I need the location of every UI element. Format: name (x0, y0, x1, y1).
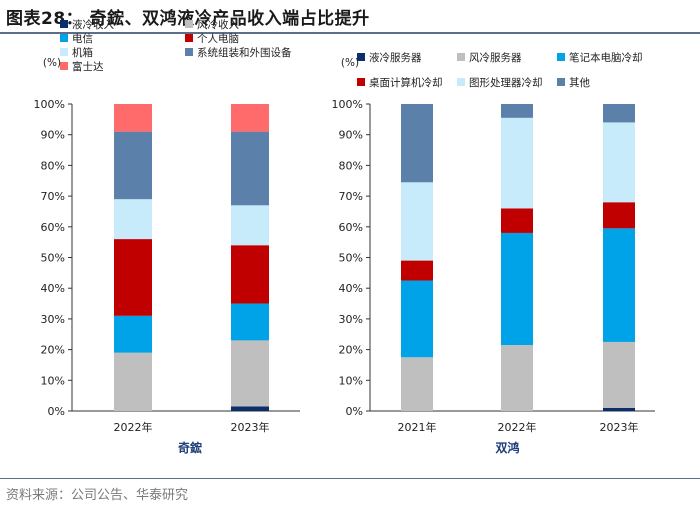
legend-label-0-0: 液冷收入 (72, 18, 114, 31)
legend-swatch-1-2 (557, 53, 565, 61)
legend-swatch-0-0 (60, 20, 68, 28)
bar-segment-0-1-5 (231, 131, 269, 206)
bar-segment-0-1-4 (231, 205, 269, 246)
bar-segment-0-1-1 (231, 340, 269, 407)
legend-label-0-4: 机箱 (72, 46, 93, 59)
legend-swatch-1-5 (557, 78, 565, 86)
y-tick-label-1-9: 90% (339, 129, 363, 142)
legend-label-1-0: 液冷服务器 (369, 51, 422, 64)
y-tick-label-0-3: 30% (41, 313, 65, 326)
legend-swatch-0-6 (60, 62, 68, 70)
source-note: 资料来源：公司公告、华泰研究 (6, 488, 189, 503)
bar-segment-1-2-5 (603, 104, 635, 123)
y-tick-label-1-7: 70% (339, 190, 363, 203)
bar-segment-1-2-1 (603, 341, 635, 408)
legend-label-1-1: 风冷服务器 (469, 51, 522, 64)
legend-label-0-3: 个人电脑 (197, 32, 239, 45)
y-tick-label-0-8: 80% (41, 159, 65, 172)
legend-swatch-1-1 (457, 53, 465, 61)
company-label-1: 双鸿 (495, 440, 519, 455)
bar-segment-0-1-2 (231, 303, 269, 341)
company-label-0: 奇鋐 (178, 440, 202, 455)
legend-swatch-0-3 (185, 34, 193, 42)
y-tick-label-0-5: 50% (41, 252, 65, 265)
y-tick-label-0-9: 90% (41, 129, 65, 142)
y-tick-label-0-0: 0% (48, 405, 65, 418)
bar-segment-0-0-4 (114, 199, 152, 240)
legend-label-1-3: 桌面计算机冷却 (369, 76, 443, 89)
figure-title: 图表28： 奇鋐、双鸿液冷产品收入端占比提升 (6, 9, 370, 29)
legend-swatch-0-2 (60, 34, 68, 42)
bar-segment-0-0-5 (114, 131, 152, 200)
bar-segment-1-1-1 (501, 344, 533, 411)
bar-segment-1-1-2 (501, 232, 533, 345)
legend-swatch-0-4 (60, 48, 68, 56)
y-tick-label-0-4: 40% (41, 282, 65, 295)
bar-segment-1-2-4 (603, 122, 635, 203)
y-tick-label-0-2: 20% (41, 344, 65, 357)
legend-label-1-4: 图形处理器冷却 (469, 76, 543, 89)
legend-label-0-2: 电信 (72, 32, 93, 45)
bar-segment-0-1-3 (231, 245, 269, 304)
legend-label-0-6: 富士达 (72, 60, 104, 73)
y-tick-label-0-10: 100% (34, 98, 65, 111)
bar-segment-0-0-1 (114, 352, 152, 411)
bar-segment-0-0-3 (114, 239, 152, 316)
x-tick-label-1-0: 2021年 (398, 420, 437, 434)
bar-segment-1-0-3 (401, 260, 433, 281)
y-tick-label-1-1: 10% (339, 374, 363, 387)
bar-segment-0-1-0 (231, 406, 269, 411)
source-divider (0, 478, 700, 479)
bar-segment-1-1-3 (501, 208, 533, 233)
legend-label-1-5: 其他 (569, 76, 590, 89)
title-divider (0, 32, 700, 34)
bar-segment-1-0-4 (401, 182, 433, 261)
bar-segment-0-0-2 (114, 315, 152, 353)
bar-segment-0-1-6 (231, 104, 269, 132)
bar-segment-1-0-1 (401, 357, 433, 411)
x-tick-label-0-0: 2022年 (114, 420, 153, 434)
unit-label-0: (%) (43, 57, 61, 69)
bar-segment-1-1-4 (501, 117, 533, 209)
x-tick-label-0-1: 2023年 (231, 420, 270, 434)
y-tick-label-1-3: 30% (339, 313, 363, 326)
legend-label-1-2: 笔记本电脑冷却 (569, 51, 643, 64)
y-tick-label-1-6: 60% (339, 221, 363, 234)
legend-label-0-1: 风冷收入 (197, 18, 239, 31)
y-tick-label-1-5: 50% (339, 252, 363, 265)
y-tick-label-0-1: 10% (41, 374, 65, 387)
legend-label-0-5: 系统组装和外围设备 (197, 46, 292, 59)
y-tick-label-1-8: 80% (339, 159, 363, 172)
legend-swatch-0-5 (185, 48, 193, 56)
y-tick-label-1-0: 0% (346, 405, 363, 418)
bar-segment-1-2-2 (603, 228, 635, 342)
bar-segment-1-2-3 (603, 202, 635, 229)
y-tick-label-0-7: 70% (41, 190, 65, 203)
bar-segment-1-1-5 (501, 104, 533, 118)
legend-swatch-0-1 (185, 20, 193, 28)
x-tick-label-1-1: 2022年 (498, 420, 537, 434)
legend-swatch-1-3 (357, 78, 365, 86)
y-tick-label-0-6: 60% (41, 221, 65, 234)
bar-segment-0-0-6 (114, 104, 152, 132)
y-tick-label-1-2: 20% (339, 344, 363, 357)
bar-segment-1-0-5 (401, 104, 433, 183)
unit-label-1: (%) (341, 57, 359, 69)
y-tick-label-1-4: 40% (339, 282, 363, 295)
legend-swatch-1-4 (457, 78, 465, 86)
y-tick-label-1-10: 100% (332, 98, 363, 111)
legend-swatch-1-0 (357, 53, 365, 61)
x-tick-label-1-2: 2023年 (600, 420, 639, 434)
bar-segment-1-2-0 (603, 407, 635, 411)
bar-segment-1-0-2 (401, 280, 433, 358)
